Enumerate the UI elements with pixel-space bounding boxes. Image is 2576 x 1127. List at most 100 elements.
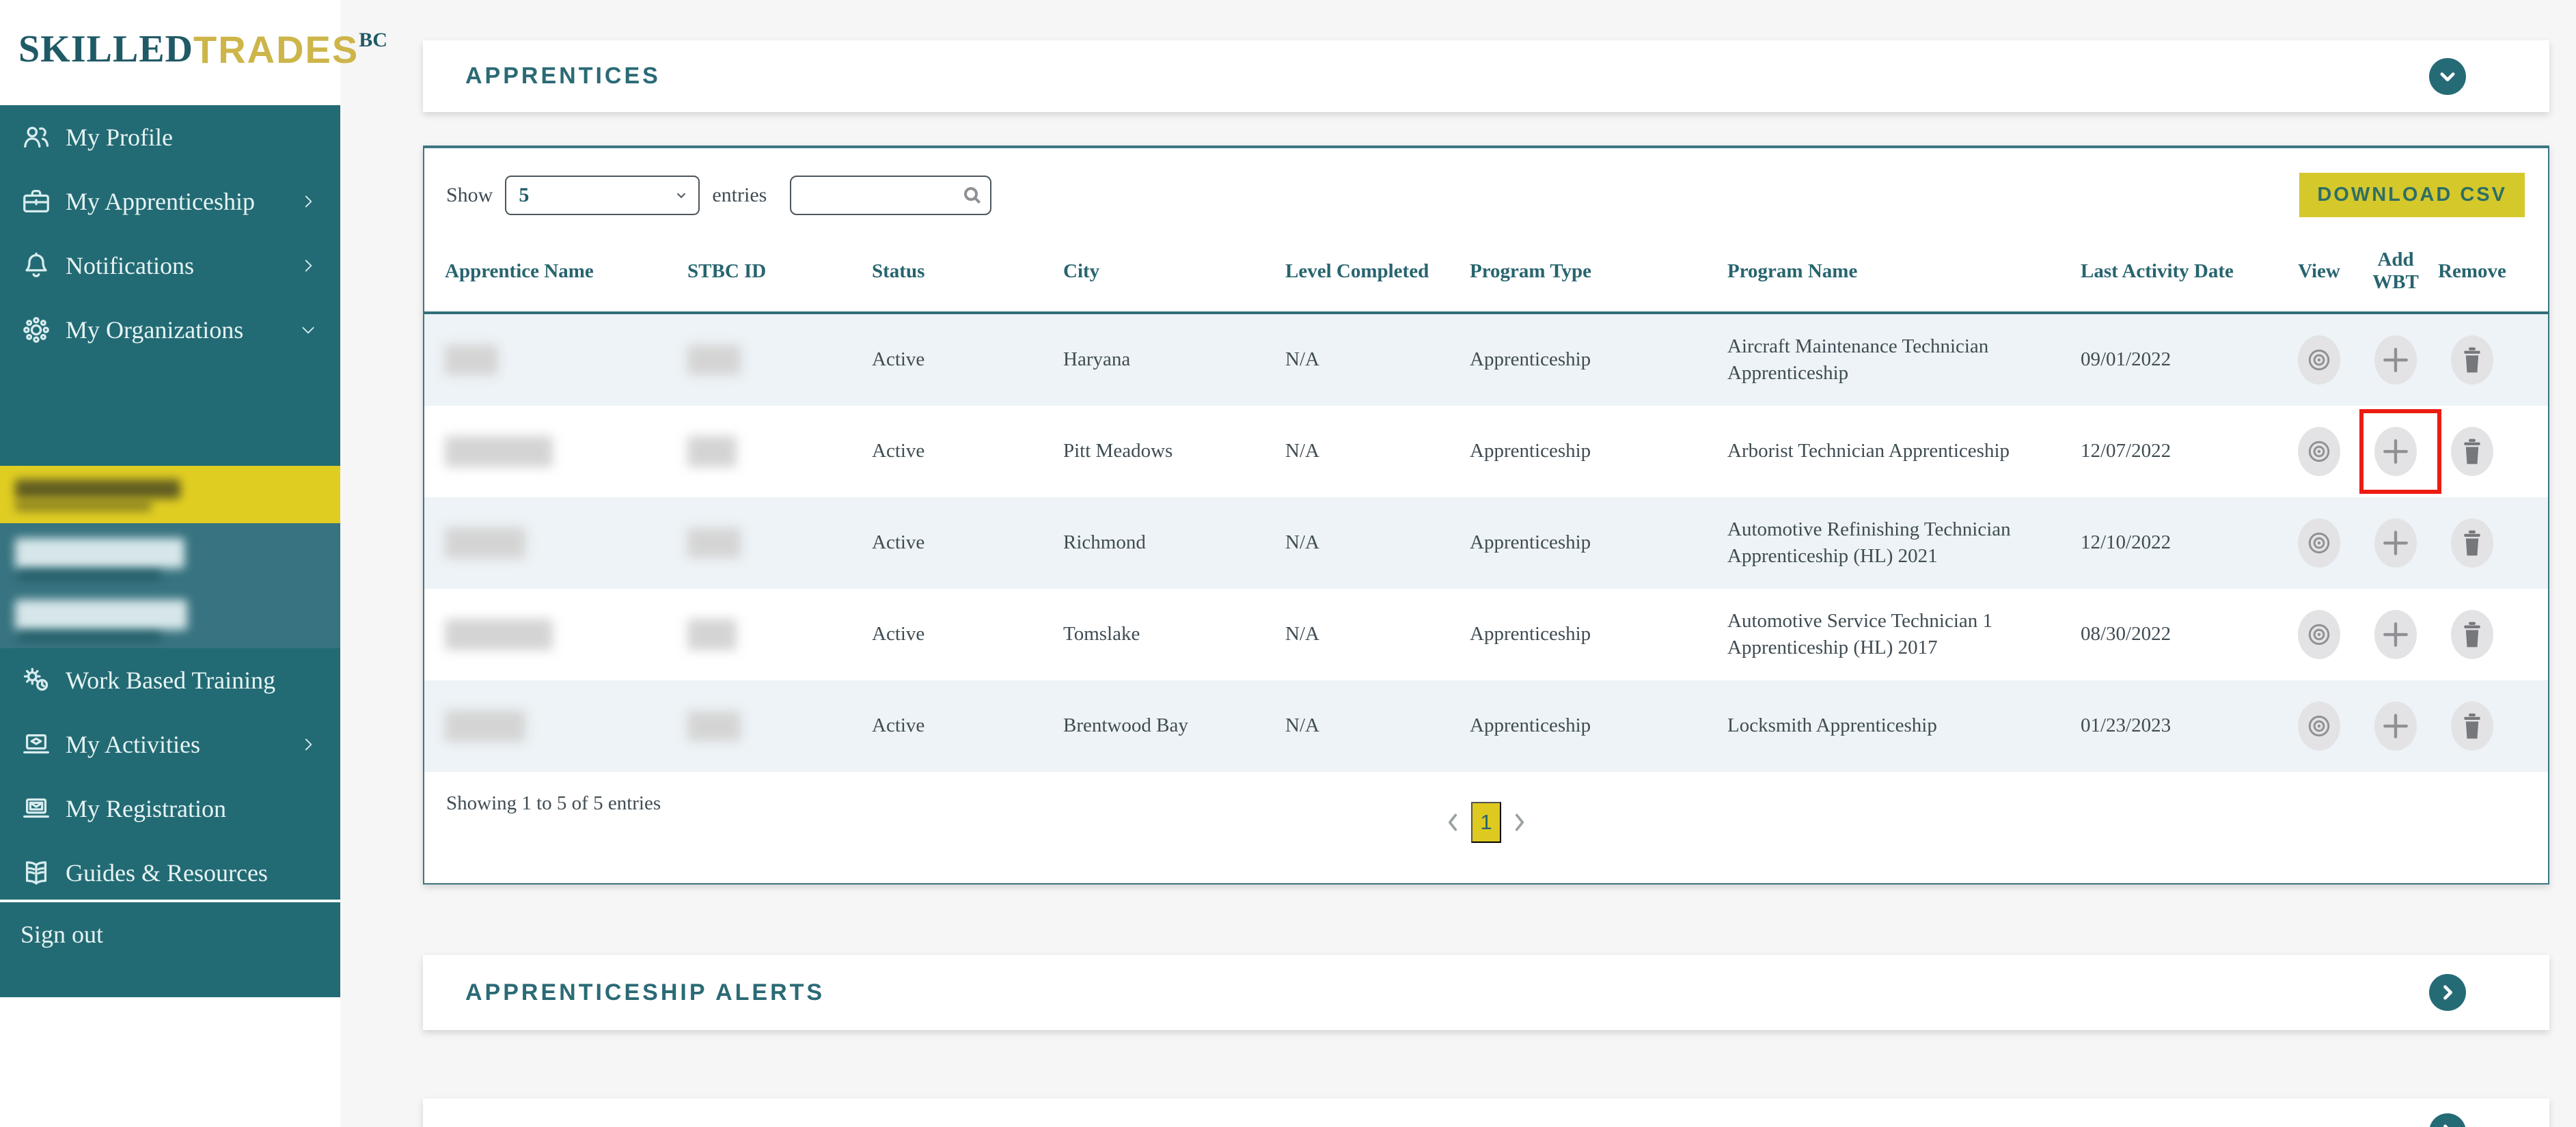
- page-number-button[interactable]: 1: [1471, 802, 1501, 843]
- apprentices-panel-title: APPRENTICES: [465, 63, 661, 89]
- entries-summary: Showing 1 to 5 of 5 entries: [446, 792, 661, 814]
- column-header-level-completed[interactable]: Level Completed: [1285, 260, 1429, 282]
- trash-icon: [2464, 439, 2480, 464]
- view-button[interactable]: [2298, 335, 2340, 385]
- column-header-last-activity-date[interactable]: Last Activity Date: [2081, 260, 2234, 282]
- chevron-right-icon: [305, 195, 312, 208]
- sidebar-subitem-redacted[interactable]: [15, 600, 187, 630]
- sidebar-item-work-based-training[interactable]: Work Based Training: [0, 648, 340, 712]
- add-wbt-button[interactable]: [2374, 518, 2417, 568]
- apprentice-name-cell: [445, 497, 687, 589]
- program-name-cell: Automotive Service Technician 1 Apprenti…: [1727, 609, 1993, 658]
- view-button[interactable]: [2298, 427, 2340, 476]
- level-completed-cell: N/A: [1285, 531, 1319, 554]
- table-row: Active Brentwood Bay N/A Apprenticeship …: [424, 680, 2548, 772]
- column-header-view: View: [2298, 260, 2340, 282]
- program-name-cell: Locksmith Apprenticeship: [1727, 714, 1937, 737]
- last-activity-date-cell: 08/30/2022: [2081, 623, 2171, 645]
- remove-button[interactable]: [2451, 610, 2493, 659]
- apprentices-table-card: Show 5 entries DOWNLOAD CSV Apprentice N…: [423, 145, 2549, 885]
- sidebar-item-my-apprenticeship[interactable]: My Apprenticeship: [0, 169, 340, 234]
- plus-icon: [2383, 439, 2408, 464]
- sidebar-subitem-redacted[interactable]: [15, 538, 184, 568]
- sidebar-item-my-activities[interactable]: My Activities: [0, 712, 340, 777]
- page-size-select[interactable]: 5: [505, 175, 700, 215]
- briefcase-icon: [23, 190, 49, 213]
- view-button[interactable]: [2298, 610, 2340, 659]
- page-size-value: 5: [519, 183, 530, 206]
- column-header-remove: Remove: [2438, 260, 2506, 282]
- sidebar-active-organization-redacted[interactable]: [0, 466, 340, 523]
- add-wbt-button[interactable]: [2374, 335, 2417, 385]
- column-header-apprentice-name[interactable]: Apprentice Name: [445, 260, 594, 282]
- status-cell: Active: [872, 531, 925, 554]
- sidebar: My Profile My Apprenticeship Notificatio…: [0, 105, 340, 997]
- last-activity-date-cell: 01/23/2023: [2081, 714, 2171, 737]
- city-cell: Richmond: [1063, 531, 1146, 554]
- program-type-cell: Apprenticeship: [1470, 531, 1591, 554]
- column-header-city[interactable]: City: [1063, 260, 1100, 282]
- stbc-id-cell: [687, 497, 872, 589]
- sidebar-item-label: My Activities: [66, 731, 200, 758]
- stbc-id-cell: [687, 589, 872, 680]
- sidebar-item-my-profile[interactable]: My Profile: [0, 105, 340, 169]
- remove-button[interactable]: [2451, 427, 2493, 476]
- sidebar-item-guides-resources[interactable]: Guides & Resources: [0, 841, 340, 905]
- city-cell: Brentwood Bay: [1063, 714, 1188, 737]
- column-header-program-name[interactable]: Program Name: [1727, 260, 1858, 282]
- apprenticeship-alerts-panel: APPRENTICESHIP ALERTS: [423, 955, 2549, 1030]
- chevron-right-icon: [1515, 813, 1524, 831]
- apprentices-panel: APPRENTICES: [423, 40, 2549, 112]
- table-row: Active Haryana N/A Apprenticeship Aircra…: [424, 314, 2548, 406]
- chevron-left-icon: [1448, 813, 1457, 831]
- add-wbt-button[interactable]: [2374, 610, 2417, 659]
- add-wbt-button[interactable]: [2374, 427, 2417, 476]
- trash-icon: [2464, 622, 2480, 648]
- redacted-text: [18, 632, 161, 641]
- sidebar-item-label: My Organizations: [66, 316, 244, 344]
- previous-page-button[interactable]: [1444, 811, 1462, 834]
- remove-button[interactable]: [2451, 701, 2493, 751]
- redacted-stbc-id: [687, 345, 741, 375]
- chevron-down-icon: [2440, 72, 2455, 81]
- sidebar-item-my-organizations[interactable]: My Organizations: [0, 298, 340, 362]
- sidebar-item-my-registration[interactable]: My Registration: [0, 777, 340, 841]
- search-input[interactable]: [790, 175, 992, 215]
- program-type-cell: Apprenticeship: [1470, 348, 1591, 371]
- next-page-button[interactable]: [1511, 811, 1529, 834]
- status-cell: Active: [872, 440, 925, 462]
- city-cell: Tomslake: [1063, 623, 1140, 645]
- sidebar-item-label: Notifications: [66, 252, 194, 279]
- column-header-status[interactable]: Status: [872, 260, 925, 282]
- laptop-icon: [23, 734, 49, 754]
- apprentices-collapse-button[interactable]: [2429, 57, 2466, 95]
- column-header-stbc-id[interactable]: STBC ID: [687, 260, 767, 282]
- apprentice-name-cell: [445, 406, 687, 497]
- remove-button[interactable]: [2451, 335, 2493, 385]
- table-row: Active Tomslake N/A Apprenticeship Autom…: [424, 589, 2548, 680]
- view-button[interactable]: [2298, 518, 2340, 568]
- redacted-stbc-id: [687, 711, 741, 741]
- download-csv-button[interactable]: DOWNLOAD CSV: [2299, 173, 2525, 217]
- sidebar-item-label: My Profile: [66, 124, 173, 151]
- sidebar-item-sign-out[interactable]: Sign out: [0, 902, 340, 966]
- next-panel-partial: [423, 1098, 2549, 1127]
- gears-icon: [23, 667, 49, 691]
- chevron-right-icon: [2443, 1124, 2448, 1127]
- eye-icon: [2308, 349, 2330, 371]
- next-panel-expand-button[interactable]: [2429, 1113, 2466, 1127]
- sidebar-item-notifications[interactable]: Notifications: [0, 234, 340, 298]
- eye-icon: [2308, 441, 2330, 462]
- view-button[interactable]: [2298, 701, 2340, 751]
- trash-icon: [2464, 347, 2480, 373]
- remove-button[interactable]: [2451, 518, 2493, 568]
- book-icon: [25, 861, 47, 885]
- redacted-text: [15, 479, 180, 499]
- add-wbt-button[interactable]: [2374, 701, 2417, 751]
- column-header-program-type[interactable]: Program Type: [1470, 260, 1592, 282]
- alerts-expand-button[interactable]: [2429, 974, 2466, 1011]
- level-completed-cell: N/A: [1285, 348, 1319, 371]
- sidebar-item-label: Work Based Training: [66, 667, 276, 694]
- chevron-down-icon: [302, 326, 314, 334]
